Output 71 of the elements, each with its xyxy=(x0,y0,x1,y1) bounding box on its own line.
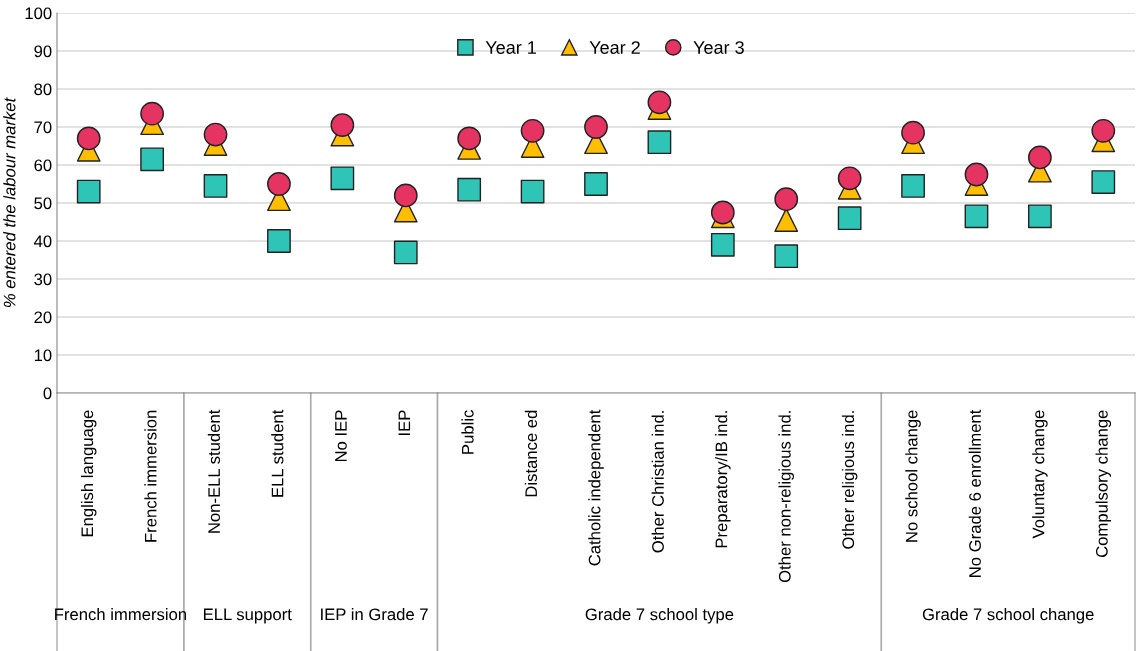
point xyxy=(267,172,291,196)
y-tick-label: 90 xyxy=(34,45,52,58)
y-tick-label: 60 xyxy=(34,159,52,172)
x-tick-label: French immersion xyxy=(144,410,157,542)
y-tick-label: 10 xyxy=(34,349,52,362)
x-tick-label: Other Christian ind. xyxy=(651,411,664,553)
text: IEP in Grade 7 xyxy=(321,608,428,621)
x-tick-label: Public xyxy=(461,410,474,454)
point xyxy=(393,240,418,265)
point xyxy=(584,172,608,196)
x-tick-label: IEP xyxy=(398,410,411,435)
point xyxy=(140,101,165,126)
x-tick-label: Other religious ind. xyxy=(841,411,858,549)
x-tick-label: Other non-religious ind. xyxy=(778,411,794,583)
point xyxy=(1091,170,1116,194)
point xyxy=(774,244,799,269)
point xyxy=(203,122,228,147)
point xyxy=(901,120,925,145)
x-tick-label: Non-ELL student xyxy=(207,409,220,533)
y-tick-label: 70 xyxy=(34,121,52,134)
y-tick-label: 0 xyxy=(43,387,52,400)
x-tick-label: No school change xyxy=(905,410,921,542)
point xyxy=(837,206,862,231)
x-tick-label: Voluntary change xyxy=(1032,410,1048,539)
text: Grade 7 school type xyxy=(585,608,734,624)
x-tick-label: Catholic independent xyxy=(588,409,604,566)
point xyxy=(330,113,355,137)
point xyxy=(647,90,672,115)
x-tick-label: No IEP xyxy=(335,410,347,462)
legend-label: Year 2 xyxy=(589,41,640,54)
point xyxy=(647,130,672,155)
y-tick-label: 20 xyxy=(34,311,52,324)
legend-label: Year 1 xyxy=(485,41,536,54)
point xyxy=(837,166,862,191)
text: French immersion xyxy=(55,608,187,621)
x-tick-label: Distance ed xyxy=(524,410,538,497)
point xyxy=(520,179,545,204)
point xyxy=(774,187,799,212)
text: Grade 7 school change xyxy=(922,608,1094,624)
point xyxy=(1091,118,1116,143)
y-tick-label: 100 xyxy=(25,7,52,20)
text: ELL support xyxy=(203,608,292,624)
y-tick-label: 30 xyxy=(34,273,52,286)
point xyxy=(330,166,355,191)
point xyxy=(393,183,418,208)
y-tick-label: 40 xyxy=(33,235,52,248)
point xyxy=(964,204,989,229)
x-tick-label: English language xyxy=(80,410,97,537)
y-tick-label: 50 xyxy=(34,197,52,210)
point xyxy=(76,126,101,151)
point xyxy=(584,115,608,139)
point xyxy=(457,126,482,151)
point xyxy=(774,208,799,232)
point xyxy=(1027,204,1052,229)
point xyxy=(76,179,101,204)
x-tick-label: Compulsory change xyxy=(1095,410,1112,558)
x-tick-label: No Grade 6 enrollment xyxy=(968,409,981,577)
point xyxy=(140,147,165,172)
y-axis-title: % entered the labour market xyxy=(3,97,16,307)
point xyxy=(710,232,735,257)
x-tick-label: Preparatory/IB ind. xyxy=(715,411,731,548)
x-tick-label: ELL student xyxy=(271,409,284,497)
point xyxy=(457,177,482,202)
y-tick-label: 80 xyxy=(34,83,52,96)
point xyxy=(203,174,228,198)
legend-label: Year 3 xyxy=(693,41,744,54)
point xyxy=(520,118,545,143)
point xyxy=(267,229,291,253)
point xyxy=(901,174,925,198)
point xyxy=(964,162,989,187)
point xyxy=(1027,145,1052,170)
